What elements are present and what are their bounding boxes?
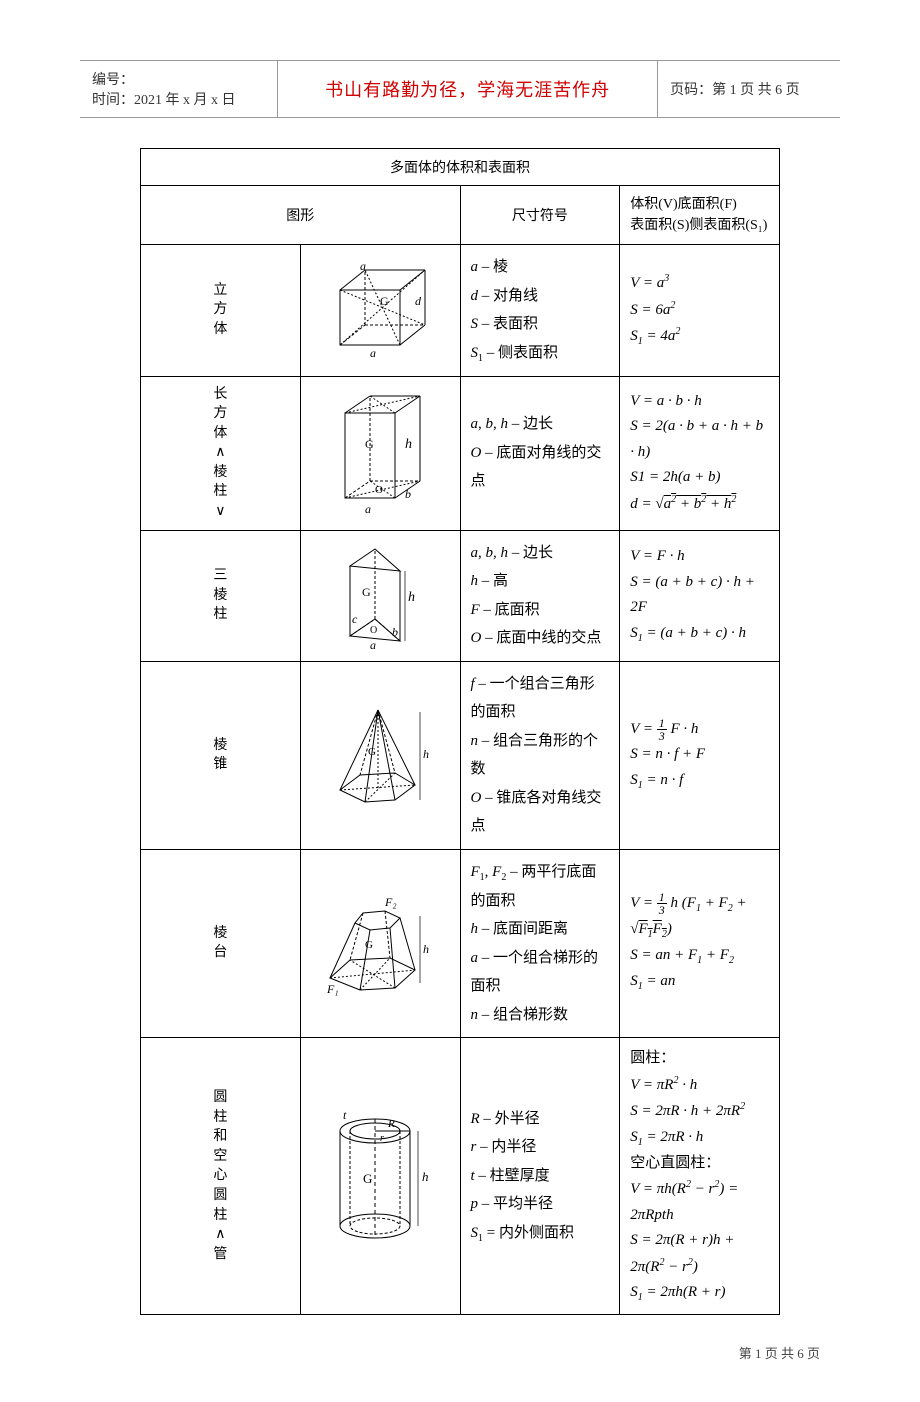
header-right-cell: 页码：第 1 页 共 6 页: [658, 61, 840, 118]
symbol-cell: f – 一个组合三角形的面积 n – 组合三角形的个数 O – 锥底各对角线交点: [460, 661, 620, 849]
row-label: 棱台: [141, 849, 301, 1038]
table-row: 棱锥 G: [141, 661, 780, 849]
row-label: 长方体∧棱柱∨: [141, 376, 301, 530]
shape-cell: F₁ F₂ G h: [300, 849, 460, 1038]
svg-text:a: a: [370, 638, 376, 651]
head-shape: 图形: [141, 186, 461, 245]
svg-text:h: h: [422, 1169, 429, 1184]
head-formula-l2: 表面积(S)侧表面积(S₁): [630, 218, 767, 233]
svg-text:a: a: [360, 260, 366, 273]
svg-text:t: t: [343, 1108, 347, 1122]
svg-text:G: G: [368, 746, 376, 758]
table-title: 多面体的体积和表面积: [141, 149, 780, 186]
shape-cell: G h: [300, 661, 460, 849]
header-table: 编号： 时间：2021 年 x 月 x 日 书山有路勤为径，学海无涯苦作舟 页码…: [80, 60, 840, 118]
formula-cell: V = F · h S = (a + b + c) · h + 2F S1 = …: [620, 530, 780, 661]
table-row: 立方体: [141, 245, 780, 377]
table-row: 圆柱和空心圆柱∧管 t: [141, 1038, 780, 1315]
table-row: 长方体∧棱柱∨: [141, 376, 780, 530]
head-symbol: 尺寸符号: [460, 186, 620, 245]
table-row: 棱台 F₁: [141, 849, 780, 1038]
formula-cell: V = a3 S = 6a2 S1 = 4a2: [620, 245, 780, 377]
svg-text:h: h: [408, 590, 415, 605]
svg-text:h: h: [405, 437, 412, 452]
motto-text: 书山有路勤为径，学海无涯苦作舟: [325, 80, 610, 100]
frustum-icon: F₁ F₂ G h: [315, 888, 445, 998]
symbol-cell: R – 外半径 r – 内半径 t – 柱壁厚度 p – 平均半径 S1 = 内…: [460, 1038, 620, 1315]
shape-cell: t R r G h: [300, 1038, 460, 1315]
symbol-cell: a, b, h – 边长 h – 高 F – 底面积 O – 底面中线的交点: [460, 530, 620, 661]
doc-id-label: 编号：: [92, 69, 265, 89]
svg-text:d: d: [415, 294, 422, 308]
page-code-label: 页码：第 1 页 共 6 页: [670, 83, 800, 98]
cylinder-icon: t R r G h: [320, 1101, 440, 1251]
svg-text:a: a: [370, 346, 376, 360]
main-table: 多面体的体积和表面积 图形 尺寸符号 体积(V)底面积(F) 表面积(S)侧表面…: [140, 148, 780, 1315]
row-label: 棱锥: [141, 661, 301, 849]
svg-text:G: G: [365, 939, 373, 951]
symbol-cell: F1, F2 – 两平行底面的面积 h – 底面间距离 a – 一个组合梯形的面…: [460, 849, 620, 1038]
svg-text:O: O: [375, 484, 383, 496]
head-formula-l1: 体积(V)底面积(F): [630, 197, 737, 212]
head-formula: 体积(V)底面积(F) 表面积(S)侧表面积(S₁): [620, 186, 780, 245]
row-label: 立方体: [141, 245, 301, 377]
header-mid-cell: 书山有路勤为径，学海无涯苦作舟: [278, 61, 658, 118]
svg-text:G: G: [380, 294, 389, 308]
svg-text:b: b: [392, 625, 398, 639]
svg-text:b: b: [405, 487, 411, 501]
svg-text:c: c: [352, 612, 358, 626]
shape-cell: a a G d: [300, 245, 460, 377]
table-row: 三棱柱 a b c h G: [141, 530, 780, 661]
symbol-cell: a, b, h – 边长 O – 底面对角线的交点: [460, 376, 620, 530]
shape-cell: a b h G O: [300, 376, 460, 530]
svg-text:G: G: [362, 585, 371, 599]
cuboid-icon: a b h G O: [320, 388, 440, 518]
svg-text:F₁: F₁: [326, 982, 339, 996]
svg-text:h: h: [423, 942, 429, 956]
symbol-cell: a – 棱 d – 对角线 S – 表面积 S1 – 侧表面积: [460, 245, 620, 377]
formula-cell: V = a · b · h S = 2(a · b + a · h + b · …: [620, 376, 780, 530]
pyramid-icon: G h: [320, 700, 440, 810]
row-label: 圆柱和空心圆柱∧管: [141, 1038, 301, 1315]
prism-icon: a b c h G O: [320, 541, 440, 651]
formula-cell: 圆柱： V = πR2 · h S = 2πR · h + 2πR2 S1 = …: [620, 1038, 780, 1315]
svg-text:G: G: [365, 437, 374, 451]
svg-text:R: R: [387, 1118, 395, 1130]
svg-text:r: r: [380, 1133, 384, 1144]
svg-text:h: h: [423, 747, 429, 761]
svg-text:a: a: [365, 502, 371, 516]
cube-icon: a a G d: [320, 260, 440, 360]
svg-text:O: O: [370, 625, 377, 636]
shape-cell: a b c h G O: [300, 530, 460, 661]
svg-text:F₂: F₂: [384, 895, 397, 909]
formula-cell: V = 13 F · h S = n · f + F S1 = n · f: [620, 661, 780, 849]
row-label: 三棱柱: [141, 530, 301, 661]
page: 编号： 时间：2021 年 x 月 x 日 书山有路勤为径，学海无涯苦作舟 页码…: [0, 0, 920, 1402]
svg-text:G: G: [363, 1171, 372, 1186]
doc-time-label: 时间：2021 年 x 月 x 日: [92, 89, 265, 109]
formula-cell: V = 13 h (F1 + F2 + √F1F2) S = an + F1 +…: [620, 849, 780, 1038]
footer-page-number: 第 1 页 共 6 页: [80, 1343, 840, 1362]
header-left-cell: 编号： 时间：2021 年 x 月 x 日: [80, 61, 278, 118]
